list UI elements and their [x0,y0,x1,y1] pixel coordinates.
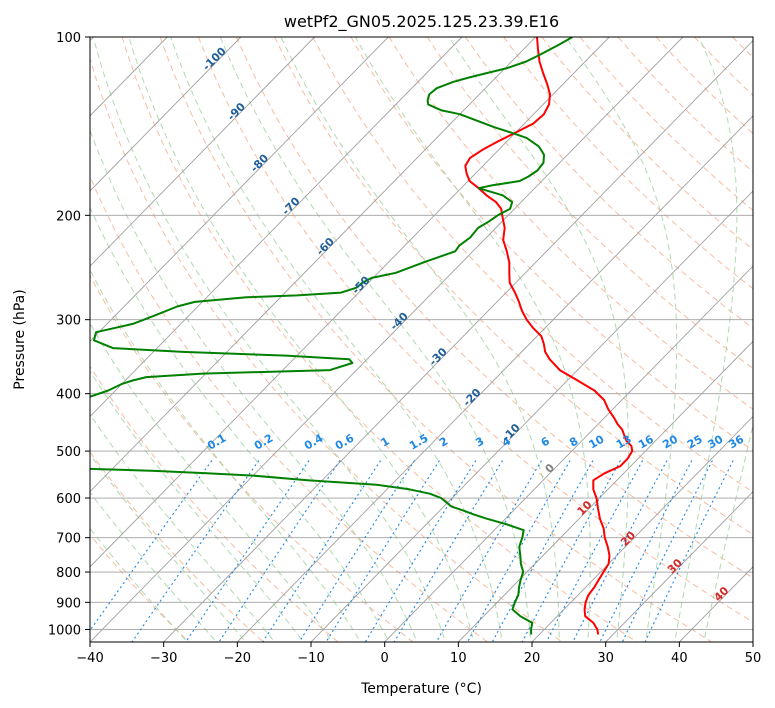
isotherm-line [458,340,753,642]
y-tick-label: 600 [56,492,81,507]
dry-adiabat-line [90,274,414,642]
dry-adiabat-line [274,37,753,536]
isotherm-line [163,39,753,642]
mixing-ratio-line [621,460,713,642]
mixing-ratio-line [218,460,341,642]
dry-adiabat-line [503,37,753,290]
mixing-ratio-line [90,460,213,632]
isotherm-line [752,641,753,642]
isotherm-line [90,37,242,192]
y-tick-label: 1000 [48,623,81,638]
x-axis-label: Temperature (°C) [360,681,482,697]
moist-adiabat-line [90,370,305,642]
mixing-ratio-line [644,460,734,642]
moist-adiabat-line [94,41,447,642]
moist-adiabat-line [90,268,362,642]
mixing-ratio-line [572,460,668,642]
x-tick-label: 30 [597,651,614,666]
moist-adiabat-line [90,453,247,642]
isotherm-line [310,190,753,642]
isotherm-line [90,37,610,568]
mixing-ratio-line [364,460,477,642]
moist-adiabat-line [90,491,218,642]
dry-adiabat-line [197,37,753,623]
moist-adiabat-line [703,422,753,642]
moist-adiabat-line [674,37,738,642]
y-tick-label: 100 [56,31,81,46]
isotherm-line [605,491,753,642]
dry-adiabat-line [90,534,190,642]
dry-adiabat-line [159,37,712,642]
x-tick-label: −20 [224,651,251,666]
y-axis-label: Pressure (hPa) [12,289,28,389]
x-tick-label: 0 [381,651,389,666]
isotherm-line [237,115,753,642]
mixing-ratio-line [545,460,644,642]
series-layer [90,37,634,635]
y-tick-label: 500 [56,445,81,460]
temperature-profile-line [464,37,634,635]
moist-adiabat-line [90,413,276,642]
dry-adiabat-line [771,37,775,642]
dry-adiabat-line [350,37,753,451]
moist-adiabat-line [280,37,560,642]
chart-title: wetPf2_GN05.2025.125.23.39.E16 [284,12,559,32]
dry-adiabat-line [90,57,563,642]
y-tick-label: 800 [56,566,81,581]
y-tick-label: 400 [56,388,81,403]
x-tick-label: −10 [297,651,324,666]
x-tick-label: −30 [150,651,177,666]
plot-frame [89,36,754,643]
mixing-ratio-line [393,460,503,642]
isotherm-line [90,37,315,267]
dry-adiabat-line [236,37,753,579]
x-tick-label: 50 [745,651,762,666]
moist-adiabat-line [90,206,390,642]
plot-background [90,37,753,642]
isotherm-line [90,37,389,342]
dry-adiabat-line [90,451,264,642]
moist-adiabat-line [90,527,188,642]
x-tick-label: 20 [524,651,541,666]
mixing-ratio-line [262,460,382,642]
mixing-ratio-line [185,460,310,642]
mixing-ratio-line [131,460,260,642]
moist-adiabat-line [90,128,418,642]
moist-adiabat-line [128,37,475,642]
isotherm-line [90,37,463,418]
y-tick-label: 200 [56,209,81,224]
y-tick-label: 300 [56,314,81,329]
isotherm-line [531,415,753,642]
dewpoint-profile-line [90,37,573,635]
y-tick-label: 700 [56,532,81,547]
dry-adiabat-line [388,37,753,410]
moist-adiabat-line [565,37,678,642]
isotherm-line [90,37,536,493]
mixing-ratio-line [435,460,542,642]
mixing-ratio-line [298,460,415,642]
dry-adiabat-line [541,37,753,250]
moist-adiabat-line [448,37,630,642]
x-tick-label: −40 [76,651,103,666]
x-tick-label: 10 [450,651,467,666]
x-tick-label: 40 [671,651,688,666]
y-tick-label: 900 [56,596,81,611]
moist-adiabat-line [354,37,591,642]
axes-layer: −40 −30 −20 −10 0 10 20 30 40 50 100 200 300 400 500 60… [48,31,761,666]
isotherm-line [384,265,753,642]
dry-adiabat-line [426,37,753,370]
isotherm-line [90,37,684,642]
